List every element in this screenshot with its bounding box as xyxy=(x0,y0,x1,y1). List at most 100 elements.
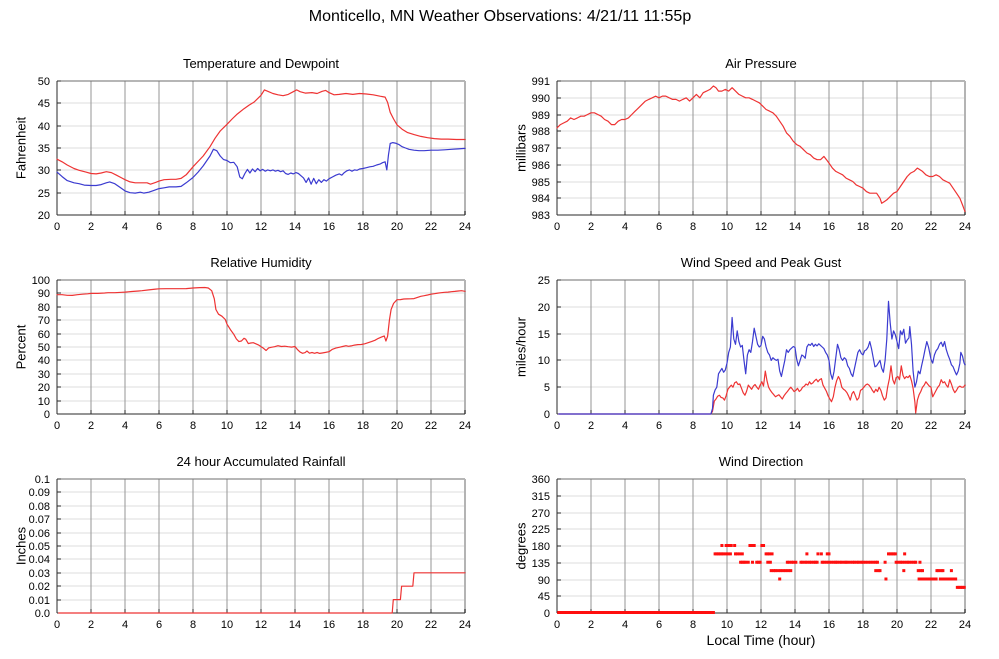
svg-text:24: 24 xyxy=(459,619,471,631)
svg-text:24: 24 xyxy=(959,619,971,631)
svg-text:14: 14 xyxy=(289,420,301,432)
svg-text:18: 18 xyxy=(857,420,869,432)
svg-text:22: 22 xyxy=(425,221,437,233)
chart-title: Wind Speed and Peak Gust xyxy=(680,255,842,270)
svg-text:40: 40 xyxy=(38,355,50,367)
svg-text:0: 0 xyxy=(44,409,50,421)
chart-title: Temperature and Dewpoint xyxy=(182,56,340,71)
svg-text:4: 4 xyxy=(622,619,628,631)
svg-text:2: 2 xyxy=(88,420,94,432)
svg-text:14: 14 xyxy=(789,420,801,432)
svg-text:0.05: 0.05 xyxy=(29,541,50,553)
svg-text:20: 20 xyxy=(391,221,403,233)
svg-text:14: 14 xyxy=(289,221,301,233)
svg-text:90: 90 xyxy=(538,575,550,587)
svg-text:135: 135 xyxy=(532,558,550,570)
svg-text:20: 20 xyxy=(391,420,403,432)
svg-text:60: 60 xyxy=(38,329,50,341)
svg-text:10: 10 xyxy=(38,396,50,408)
svg-text:14: 14 xyxy=(789,619,801,631)
svg-text:6: 6 xyxy=(656,619,662,631)
svg-text:0: 0 xyxy=(54,221,60,233)
svg-text:45: 45 xyxy=(38,98,50,110)
svg-text:25: 25 xyxy=(538,275,550,287)
svg-text:18: 18 xyxy=(357,420,369,432)
y-axis-label: Percent xyxy=(13,324,29,370)
svg-text:4: 4 xyxy=(122,420,128,432)
svg-text:0.01: 0.01 xyxy=(29,595,50,607)
svg-text:0.09: 0.09 xyxy=(29,487,50,499)
svg-text:20: 20 xyxy=(38,382,50,394)
svg-text:15: 15 xyxy=(538,329,550,341)
svg-text:983: 983 xyxy=(532,210,550,222)
svg-text:16: 16 xyxy=(823,221,835,233)
svg-text:24: 24 xyxy=(459,221,471,233)
svg-text:24: 24 xyxy=(959,221,971,233)
svg-text:0: 0 xyxy=(554,221,560,233)
svg-text:987: 987 xyxy=(532,143,550,155)
svg-text:4: 4 xyxy=(622,420,628,432)
svg-text:24: 24 xyxy=(959,420,971,432)
svg-text:988: 988 xyxy=(532,126,550,138)
svg-text:180: 180 xyxy=(532,541,550,553)
svg-text:10: 10 xyxy=(721,420,733,432)
svg-text:40: 40 xyxy=(38,121,50,133)
svg-text:24: 24 xyxy=(459,420,471,432)
svg-text:985: 985 xyxy=(532,177,550,189)
svg-text:2: 2 xyxy=(588,420,594,432)
svg-text:0.04: 0.04 xyxy=(29,554,50,566)
svg-text:270: 270 xyxy=(532,508,550,520)
svg-text:20: 20 xyxy=(891,221,903,233)
svg-text:6: 6 xyxy=(656,420,662,432)
svg-text:10: 10 xyxy=(221,420,233,432)
svg-text:10: 10 xyxy=(538,355,550,367)
chart-title: 24 hour Accumulated Rainfall xyxy=(176,454,346,469)
svg-text:4: 4 xyxy=(622,221,628,233)
svg-text:8: 8 xyxy=(190,221,196,233)
svg-text:986: 986 xyxy=(532,160,550,172)
svg-text:4: 4 xyxy=(122,221,128,233)
svg-text:0: 0 xyxy=(54,619,60,631)
svg-text:6: 6 xyxy=(156,420,162,432)
svg-text:45: 45 xyxy=(538,591,550,603)
svg-text:0.07: 0.07 xyxy=(29,514,50,526)
svg-text:35: 35 xyxy=(38,143,50,155)
svg-text:50: 50 xyxy=(38,76,50,88)
svg-text:0: 0 xyxy=(554,619,560,631)
y-axis-label: Inches xyxy=(13,526,29,566)
svg-text:8: 8 xyxy=(690,619,696,631)
svg-text:12: 12 xyxy=(755,619,767,631)
svg-text:22: 22 xyxy=(425,619,437,631)
svg-text:315: 315 xyxy=(532,491,550,503)
svg-text:18: 18 xyxy=(857,221,869,233)
svg-text:16: 16 xyxy=(323,619,335,631)
svg-text:4: 4 xyxy=(122,619,128,631)
svg-text:12: 12 xyxy=(255,619,267,631)
svg-text:22: 22 xyxy=(425,420,437,432)
svg-text:25: 25 xyxy=(38,188,50,200)
svg-text:0.08: 0.08 xyxy=(29,501,50,513)
svg-text:18: 18 xyxy=(357,221,369,233)
svg-text:360: 360 xyxy=(532,474,550,486)
svg-text:0: 0 xyxy=(544,409,550,421)
svg-text:10: 10 xyxy=(721,221,733,233)
chart-title: Wind Direction xyxy=(718,454,804,469)
svg-text:5: 5 xyxy=(544,382,550,394)
svg-text:70: 70 xyxy=(38,315,50,327)
y-axis-label: Fahrenheit xyxy=(13,116,29,180)
svg-text:30: 30 xyxy=(38,165,50,177)
svg-text:0.02: 0.02 xyxy=(29,581,50,593)
svg-text:14: 14 xyxy=(289,619,301,631)
svg-text:16: 16 xyxy=(823,619,835,631)
svg-text:90: 90 xyxy=(38,288,50,300)
svg-text:989: 989 xyxy=(532,110,550,122)
svg-text:80: 80 xyxy=(38,302,50,314)
svg-text:0: 0 xyxy=(554,420,560,432)
svg-text:6: 6 xyxy=(656,221,662,233)
svg-text:6: 6 xyxy=(156,619,162,631)
svg-text:2: 2 xyxy=(88,619,94,631)
svg-text:12: 12 xyxy=(255,420,267,432)
svg-text:225: 225 xyxy=(532,524,550,536)
